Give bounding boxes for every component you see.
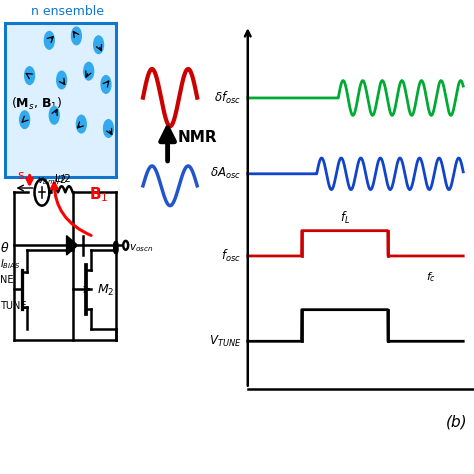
Circle shape xyxy=(103,120,113,137)
Text: $f_c$: $f_c$ xyxy=(426,270,436,284)
Text: NMR: NMR xyxy=(177,130,217,145)
Text: $I_{BIAS}$: $I_{BIAS}$ xyxy=(0,257,20,271)
Text: NE: NE xyxy=(0,275,13,285)
Circle shape xyxy=(84,63,94,80)
Text: $\theta$: $\theta$ xyxy=(0,241,9,255)
FancyBboxPatch shape xyxy=(5,23,116,177)
Circle shape xyxy=(35,179,49,206)
Text: ($\mathbf{M}_s$, $\mathbf{B}_1$): ($\mathbf{M}_s$, $\mathbf{B}_1$) xyxy=(11,96,63,112)
Text: $f_{osc}$: $f_{osc}$ xyxy=(221,248,241,264)
Circle shape xyxy=(45,31,54,49)
Text: TUNE: TUNE xyxy=(0,301,27,311)
Text: $\mathbf{B}_1$: $\mathbf{B}_1$ xyxy=(89,185,108,204)
Circle shape xyxy=(72,27,82,45)
Circle shape xyxy=(76,115,86,133)
Text: s: s xyxy=(17,169,24,182)
Text: L/2: L/2 xyxy=(55,174,71,184)
Circle shape xyxy=(94,36,103,54)
Text: $\delta A_{osc}$: $\delta A_{osc}$ xyxy=(210,166,241,182)
Text: $M_2$: $M_2$ xyxy=(97,283,115,298)
Circle shape xyxy=(123,241,128,250)
Text: (b): (b) xyxy=(446,415,467,430)
Circle shape xyxy=(114,246,118,254)
Circle shape xyxy=(25,67,35,84)
Text: $V_{TUNE}$: $V_{TUNE}$ xyxy=(209,334,241,349)
Text: $v_{oscn}$: $v_{oscn}$ xyxy=(128,242,153,254)
Circle shape xyxy=(20,111,29,128)
Text: $v_{Emf}/2$: $v_{Emf}/2$ xyxy=(37,173,66,187)
Circle shape xyxy=(49,107,59,124)
Polygon shape xyxy=(66,236,78,255)
Circle shape xyxy=(57,71,66,89)
Text: n ensemble: n ensemble xyxy=(31,5,104,18)
Text: $f_L$: $f_L$ xyxy=(339,210,350,226)
Circle shape xyxy=(101,75,111,93)
Text: $\delta f_{osc}$: $\delta f_{osc}$ xyxy=(214,90,241,106)
Circle shape xyxy=(114,241,118,249)
